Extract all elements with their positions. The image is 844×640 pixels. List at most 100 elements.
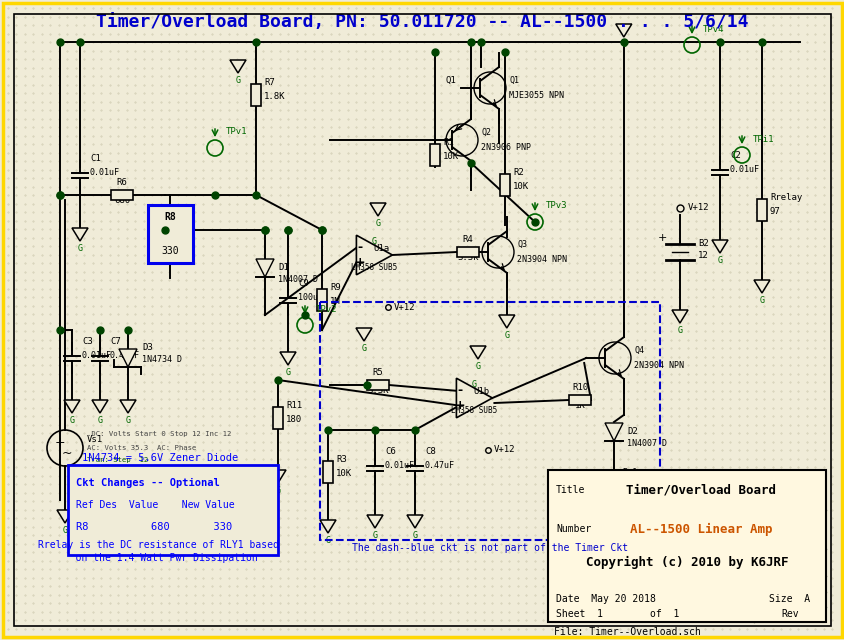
Bar	[548, 470, 825, 622]
Text: 1N4734 = 5.6V Zener Diode: 1N4734 = 5.6V Zener Diode	[82, 453, 238, 463]
Polygon shape	[72, 228, 88, 241]
Text: Date  May 20 2018: Date May 20 2018	[555, 594, 655, 604]
Text: The dash--blue ckt is not part of the Timer Ckt: The dash--blue ckt is not part of the Ti…	[351, 543, 627, 553]
Text: Q3: Q3	[517, 239, 527, 248]
Text: Timer/Overload Board, PN: 50.011720 -- AL--1500 . . . 5/6/14: Timer/Overload Board, PN: 50.011720 -- A…	[96, 13, 748, 31]
Text: 200: 200	[621, 482, 637, 491]
Text: 180: 180	[285, 415, 302, 424]
Polygon shape	[711, 240, 728, 253]
Bar	[148, 205, 192, 263]
Text: R2: R2	[512, 168, 523, 177]
Text: Title: Title	[555, 484, 585, 495]
Text: C8: C8	[425, 447, 436, 456]
Text: R4: R4	[462, 235, 473, 244]
Text: LM358 SUB5: LM358 SUB5	[451, 406, 497, 415]
Text: G: G	[361, 344, 366, 353]
Text: 100uF: 100uF	[298, 293, 322, 302]
Bar	[322, 461, 333, 483]
Bar	[457, 247, 479, 257]
Bar	[111, 190, 133, 200]
Text: Copyright (c) 2010 by K6JRF: Copyright (c) 2010 by K6JRF	[585, 556, 787, 569]
Text: G: G	[325, 536, 330, 545]
Text: 10K: 10K	[336, 469, 352, 478]
Text: +: +	[354, 256, 365, 269]
Polygon shape	[256, 259, 273, 277]
Text: +: +	[454, 399, 465, 412]
Text: on the 1.4 Watt Pwr Dissipation: on the 1.4 Watt Pwr Dissipation	[58, 553, 257, 563]
Text: 330: 330	[161, 246, 179, 256]
Polygon shape	[119, 349, 137, 367]
Text: Timer/Overload Board: Timer/Overload Board	[625, 483, 775, 496]
Text: R5: R5	[372, 368, 383, 377]
Polygon shape	[407, 515, 423, 528]
Bar	[273, 407, 283, 429]
Text: Rrelay is the DC resistance of RLY1 based: Rrelay is the DC resistance of RLY1 base…	[37, 540, 279, 550]
Text: G: G	[371, 237, 376, 246]
Text: Distort: Sine  5 (peak): Distort: Sine 5 (peak)	[87, 469, 187, 476]
Text: Size  A: Size A	[768, 594, 809, 604]
Text: R8: R8	[164, 212, 176, 222]
Text: TPv4: TPv4	[702, 24, 723, 33]
Text: +: +	[55, 435, 65, 449]
Text: G: G	[717, 256, 722, 265]
Text: TPv3: TPv3	[545, 202, 567, 211]
Text: 12: 12	[697, 252, 708, 260]
Polygon shape	[671, 310, 687, 323]
Text: R10: R10	[571, 383, 587, 392]
Polygon shape	[469, 346, 485, 359]
Bar	[756, 199, 766, 221]
Bar	[68, 465, 278, 555]
Text: G: G	[126, 416, 130, 425]
Bar	[609, 474, 619, 496]
Text: Ref Des  Value    New Value: Ref Des Value New Value	[76, 500, 235, 510]
Bar	[430, 144, 440, 166]
Bar	[316, 289, 327, 311]
Text: Rev: Rev	[780, 609, 798, 620]
Text: Q2: Q2	[480, 127, 490, 136]
Text: G: G	[620, 40, 625, 49]
Text: TPv2: TPv2	[316, 305, 337, 314]
Text: +: +	[657, 233, 666, 243]
Text: V+12: V+12	[494, 445, 515, 454]
Polygon shape	[615, 24, 631, 37]
Text: C3: C3	[82, 337, 93, 346]
Text: AL--1500 Linear Amp: AL--1500 Linear Amp	[629, 523, 771, 536]
Text: Sheet  1        of  1: Sheet 1 of 1	[555, 609, 679, 620]
Text: Rrelay: Rrelay	[769, 193, 801, 202]
Text: Number: Number	[555, 524, 591, 534]
Text: G: G	[611, 546, 616, 555]
Bar	[500, 174, 510, 196]
Bar	[320, 302, 659, 540]
Polygon shape	[456, 378, 492, 418]
Text: D1: D1	[278, 264, 289, 273]
Polygon shape	[320, 520, 336, 533]
Text: R7: R7	[263, 78, 274, 87]
Text: MJE3055 NPN: MJE3055 NPN	[509, 92, 564, 100]
Text: TPi1: TPi1	[752, 134, 774, 143]
Polygon shape	[57, 510, 73, 523]
Bar	[251, 84, 261, 106]
Text: TPv1: TPv1	[225, 127, 247, 136]
Polygon shape	[279, 352, 295, 365]
Text: 0.01uF: 0.01uF	[729, 165, 759, 174]
Polygon shape	[230, 60, 246, 73]
Text: G: G	[375, 219, 380, 228]
Text: R11: R11	[285, 401, 302, 410]
Text: 1N4007 D: 1N4007 D	[278, 275, 317, 285]
Text: 0.47uF: 0.47uF	[110, 351, 140, 360]
Text: Vs1: Vs1	[87, 435, 103, 445]
Text: C7: C7	[110, 337, 121, 346]
Text: LM358 SUB5: LM358 SUB5	[351, 263, 397, 272]
Text: U1a: U1a	[373, 244, 389, 253]
Polygon shape	[64, 400, 80, 413]
Polygon shape	[498, 315, 514, 328]
Text: G: G	[235, 76, 241, 85]
Text: G: G	[412, 531, 417, 540]
Text: -: -	[457, 384, 462, 397]
Text: 1N4734 D: 1N4734 D	[142, 355, 181, 364]
Text: V+12: V+12	[393, 303, 415, 312]
Text: 1M: 1M	[330, 297, 340, 306]
Text: G: G	[759, 296, 764, 305]
Text: U1b: U1b	[473, 387, 489, 396]
Text: R3: R3	[336, 455, 346, 464]
